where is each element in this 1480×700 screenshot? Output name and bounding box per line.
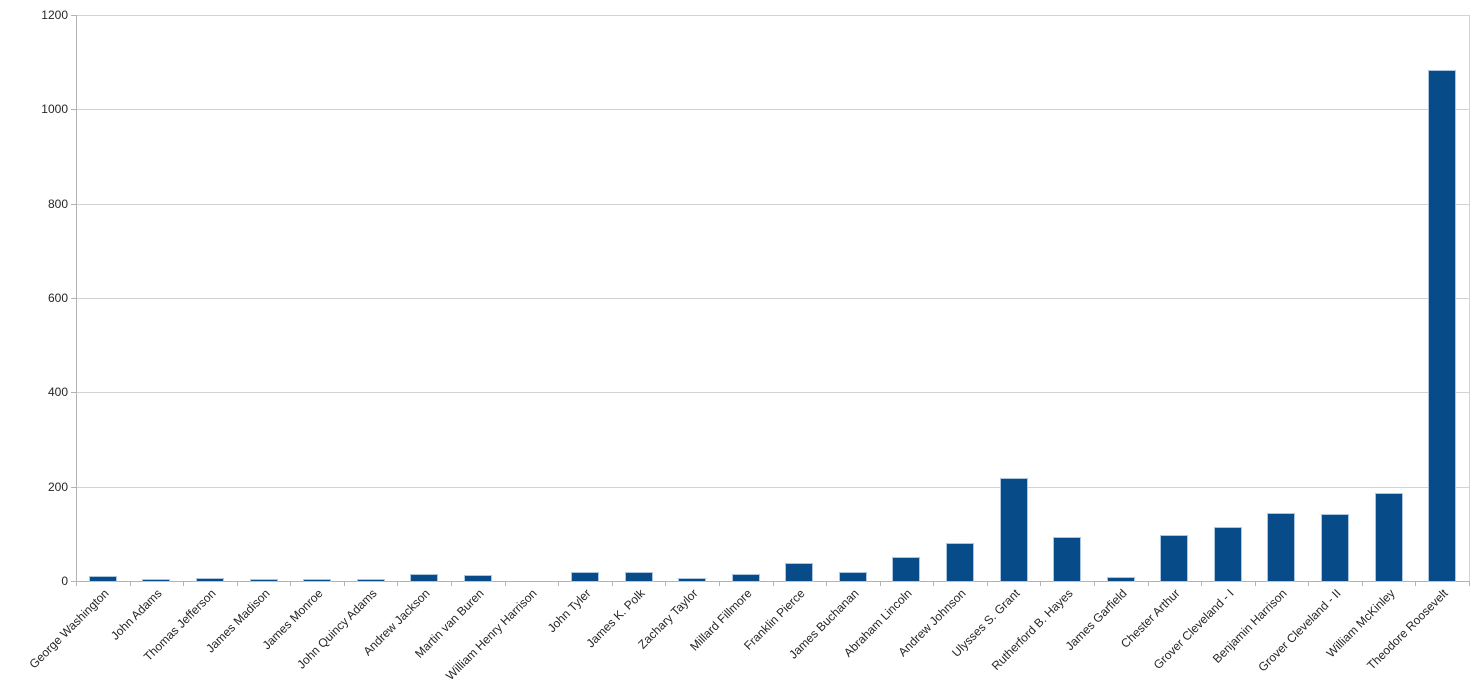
x-tick-6 — [397, 582, 399, 586]
gridline-200 — [76, 486, 1469, 488]
y-axis-line — [76, 15, 77, 582]
x-tick-2 — [183, 582, 185, 586]
y-tick-1000 — [71, 109, 76, 111]
x-tick-20 — [1147, 582, 1149, 586]
gridline-600 — [76, 298, 1469, 299]
x-tick-22 — [1254, 582, 1256, 586]
bar-chester-arthur — [1160, 535, 1189, 582]
bar-millard-fillmore — [731, 574, 760, 582]
bar-franklin-pierce — [785, 563, 814, 582]
x-tick-17 — [986, 582, 988, 586]
bar-grover-cleveland-i — [1213, 527, 1242, 582]
bar-martin-van-buren — [463, 575, 492, 582]
bar-john-tyler — [570, 572, 599, 582]
x-tick-24 — [1361, 582, 1363, 586]
x-tick-26 — [1469, 582, 1470, 586]
y-tick-800 — [71, 203, 76, 205]
y-tick-200 — [71, 486, 76, 488]
bar-james-garfield — [1106, 577, 1135, 582]
y-axis-label-0: 0 — [61, 574, 68, 588]
bar-john-adams — [142, 579, 171, 582]
bar-william-mckinley — [1374, 493, 1403, 582]
x-tick-0 — [76, 582, 77, 586]
y-tick-0 — [71, 581, 76, 582]
x-axis-line — [76, 581, 1470, 582]
bar-andrew-johnson — [946, 543, 975, 582]
bar-grover-cleveland-ii — [1321, 514, 1350, 582]
y-tick-1200 — [71, 15, 76, 16]
x-tick-15 — [879, 582, 881, 586]
x-tick-1 — [129, 582, 131, 586]
y-axis-label-600: 600 — [47, 291, 68, 305]
bar-rutherford-b-hayes — [1053, 537, 1082, 582]
x-tick-9 — [558, 582, 560, 586]
x-tick-25 — [1415, 582, 1417, 586]
plot-right-border — [1469, 15, 1470, 581]
x-tick-12 — [718, 582, 720, 586]
x-tick-13 — [772, 582, 774, 586]
bar-thomas-jefferson — [195, 578, 224, 582]
x-tick-23 — [1308, 582, 1310, 586]
y-axis-label-200: 200 — [47, 479, 68, 494]
x-tick-7 — [451, 582, 453, 586]
bar-james-buchanan — [838, 572, 867, 582]
bar-james-monroe — [303, 579, 332, 582]
bar-benjamin-harrison — [1267, 513, 1296, 582]
gridline-400 — [76, 392, 1469, 394]
y-axis-label-400: 400 — [47, 385, 68, 400]
x-tick-14 — [826, 582, 828, 586]
x-tick-19 — [1093, 582, 1095, 586]
bar-james-madison — [249, 579, 278, 582]
bar-theodore-roosevelt — [1428, 70, 1457, 582]
y-tick-400 — [71, 392, 76, 394]
gridline-1200 — [76, 15, 1469, 16]
x-tick-4 — [290, 582, 292, 586]
gridline-800 — [76, 203, 1469, 205]
x-tick-10 — [611, 582, 613, 586]
x-tick-8 — [504, 582, 506, 586]
bar-george-washington — [88, 576, 117, 582]
x-tick-5 — [343, 582, 345, 586]
bar-john-quincy-adams — [356, 579, 385, 582]
bar-zachary-taylor — [678, 578, 707, 582]
gridline-1000 — [76, 109, 1469, 111]
bar-james-k-polk — [624, 572, 653, 582]
x-tick-3 — [236, 582, 238, 586]
y-axis-label-1200: 1200 — [41, 8, 68, 22]
y-axis-label-800: 800 — [47, 196, 68, 211]
bar-abraham-lincoln — [892, 557, 921, 582]
bar-andrew-jackson — [410, 574, 439, 582]
x-tick-16 — [933, 582, 935, 586]
x-tick-21 — [1201, 582, 1203, 586]
x-tick-11 — [665, 582, 667, 586]
bar-ulysses-s-grant — [999, 478, 1028, 582]
x-tick-18 — [1040, 582, 1042, 586]
y-axis-label-1000: 1000 — [41, 102, 68, 117]
y-tick-600 — [71, 298, 76, 299]
